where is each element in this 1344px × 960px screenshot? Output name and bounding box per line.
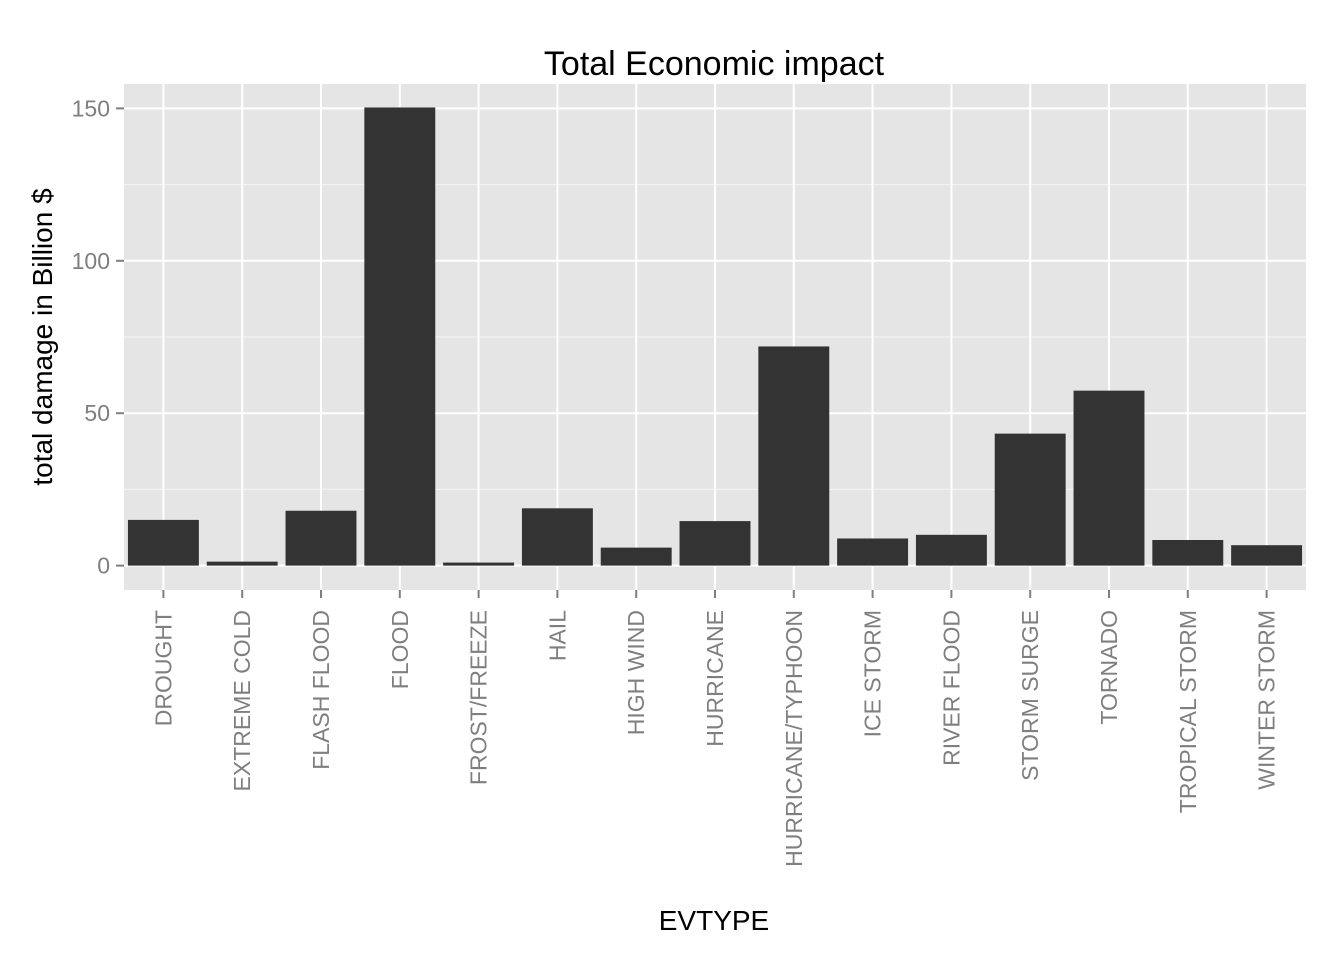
bar: [285, 510, 357, 566]
bar: [127, 519, 199, 566]
bar: [443, 562, 515, 566]
bars: [127, 107, 1303, 566]
bar: [679, 521, 751, 566]
y-tick-label: 50: [84, 400, 110, 426]
x-tick-label: EXTREME COLD: [229, 610, 255, 791]
x-tick-label: RIVER FLOOD: [938, 610, 964, 766]
bar: [600, 547, 672, 566]
x-tick-label: WINTER STORM: [1254, 610, 1280, 790]
bar: [1231, 545, 1303, 566]
x-tick-label: TORNADO: [1096, 610, 1122, 725]
bar: [206, 561, 278, 566]
y-tick-label: 0: [97, 553, 110, 579]
x-tick-label: ICE STORM: [860, 610, 886, 737]
bar: [915, 534, 987, 566]
y-axis: 0 50 100 150: [72, 95, 124, 579]
x-tick-label: HIGH WIND: [623, 610, 649, 735]
x-tick-label: HURRICANE: [702, 610, 728, 747]
chart-title: Total Economic impact: [544, 45, 885, 83]
bar: [994, 433, 1066, 566]
x-tick-label: FROST/FREEZE: [466, 610, 492, 785]
x-tick-label: FLASH FLOOD: [308, 610, 334, 770]
bar: [364, 107, 436, 566]
y-axis-title: total damage in Billion $: [27, 188, 58, 486]
x-axis: DROUGHT EXTREME COLD FLASH FLOOD FLOOD FROST…: [150, 590, 1280, 867]
x-tick-label: DROUGHT: [150, 610, 176, 726]
x-tick-label: FLOOD: [387, 610, 413, 689]
x-tick-label: HURRICANE/TYPHOON: [781, 610, 807, 867]
x-tick-label: STORM SURGE: [1017, 610, 1043, 781]
y-tick-label: 100: [72, 248, 110, 274]
x-tick-label: TROPICAL STORM: [1175, 610, 1201, 813]
x-axis-title: EVTYPE: [659, 905, 769, 936]
bar: [1152, 540, 1224, 566]
bar: [521, 508, 593, 566]
bar: [837, 538, 909, 566]
y-tick-label: 150: [72, 95, 110, 121]
bar: [758, 346, 830, 566]
bar: [1073, 390, 1145, 566]
x-tick-label: HAIL: [544, 610, 570, 661]
